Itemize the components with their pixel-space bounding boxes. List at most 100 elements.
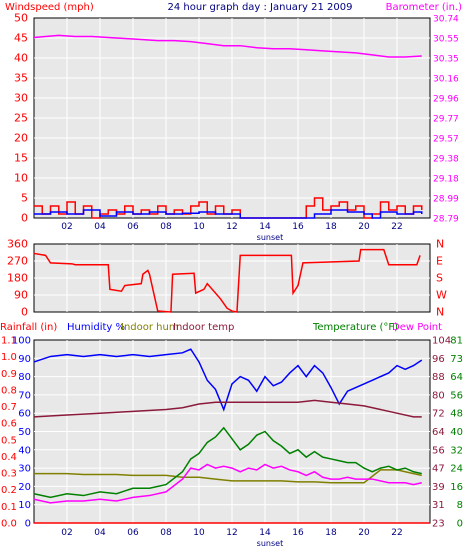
humidity-y-tick-label: 80 <box>18 372 31 383</box>
outdoor-temp-y-tick-label: 32 <box>450 445 463 456</box>
legend-label: Dew Point <box>392 322 442 333</box>
baro-y-tick-label: 29.18 <box>433 175 459 185</box>
rain-x-tick-label: 22 <box>391 528 402 538</box>
direction-compass-label: W <box>436 289 447 302</box>
rain-y-tick-label: 0.4 <box>1 452 17 463</box>
rain-y-tick-label: 0.9 <box>1 369 17 380</box>
baro-y-tick-label: 30.74 <box>433 15 459 25</box>
baro-y-tick-label: 28.99 <box>433 195 459 205</box>
rain-x-tick-label: 16 <box>292 528 304 538</box>
wind-x-tick-label: 16 <box>292 222 304 232</box>
sunset-label: sunset <box>257 233 284 242</box>
rain-x-tick-label: 06 <box>127 528 139 538</box>
graph-title: 24 hour graph day : January 21 2009 <box>168 2 353 13</box>
direction-y-tick-label: 360 <box>7 238 28 251</box>
series-magenta <box>33 463 422 504</box>
baro-y-tick-label: 30.16 <box>433 75 459 85</box>
outdoor-temp-y-tick-label: 16 <box>450 482 463 493</box>
rain-y-tick-label: 0.0 <box>1 519 17 530</box>
direction-y-tick-label: 0 <box>21 306 28 319</box>
wind-series-red <box>34 197 423 219</box>
indoor-temp-y-tick-label: 104 <box>432 336 451 347</box>
rain-x-tick-label: 10 <box>193 528 205 538</box>
rain-y-tick-label: 0.5 <box>1 435 17 446</box>
direction-y-tick-label: 90 <box>14 289 28 302</box>
baro-y-tick-label: 29.38 <box>433 155 459 165</box>
wind-series-blue <box>34 209 423 219</box>
rain-y-tick-label: 0.3 <box>1 469 17 480</box>
series-green <box>33 426 422 499</box>
direction-series <box>33 248 421 313</box>
humidity-y-tick-label: 70 <box>18 390 31 401</box>
outdoor-temp-y-tick-label: 24 <box>450 464 463 475</box>
humidity-y-tick-label: 20 <box>18 482 31 493</box>
outdoor-temp-y-tick-label: 64 <box>450 372 463 383</box>
indoor-temp-y-tick-label: 39 <box>432 482 445 493</box>
outdoor-temp-y-tick-label: 73 <box>450 354 463 365</box>
outdoor-temp-y-tick-label: 56 <box>450 390 463 401</box>
wind-x-tick-label: 06 <box>127 222 139 232</box>
rain-y-tick-label: 0.8 <box>1 385 17 396</box>
direction-compass-label: N <box>436 306 444 319</box>
baro-y-tick-label: 29.77 <box>433 115 459 125</box>
rain-y-tick-label: 0.2 <box>1 485 17 496</box>
legend-label: Temperature (°F) <box>312 322 398 333</box>
wind-x-tick-label: 04 <box>94 222 106 232</box>
windspeed-label: Windspeed (mph) <box>5 2 94 13</box>
rain-x-tick-label: 12 <box>226 528 237 538</box>
wind-x-tick-label: 20 <box>358 222 370 232</box>
series-maroon <box>33 399 422 418</box>
legend-label: Rainfall (in) <box>0 322 57 333</box>
legend-label: Humidity % <box>67 322 125 333</box>
series-blue <box>33 348 423 412</box>
baro-y-tick-label: 29.57 <box>433 135 459 145</box>
rain-x-tick-label: 08 <box>160 528 172 538</box>
rain-x-tick-label: 20 <box>358 528 370 538</box>
indoor-temp-y-tick-label: 64 <box>432 427 445 438</box>
outdoor-temp-y-tick-label: 81 <box>450 336 463 347</box>
indoor-temp-y-tick-label: 72 <box>432 409 445 420</box>
series-olive <box>34 469 422 484</box>
humidity-y-tick-label: 90 <box>18 354 31 365</box>
humidity-y-tick-label: 100 <box>12 336 31 347</box>
wind-baro-panel: 0 5 10 15 20 25 30 35 40 45 50 28.79 28.99 29.18 29.38… <box>14 12 459 243</box>
rain-y-tick-label: 0.1 <box>1 502 17 513</box>
barometer-label: Barometer (in.) <box>386 2 462 13</box>
wind-y-tick-label: 0 <box>21 212 28 225</box>
outdoor-temp-y-tick-label: 8 <box>457 500 463 511</box>
rain-x-tick-label: 14 <box>259 528 271 538</box>
indoor-temp-y-tick-label: 23 <box>432 519 445 530</box>
wind-x-tick-label: 14 <box>259 222 271 232</box>
wind-y-tick-label: 10 <box>14 172 28 185</box>
direction-compass-label: N <box>436 238 444 251</box>
wind-x-tick-label: 12 <box>226 222 237 232</box>
rain-y-tick-label: 0.7 <box>1 402 17 413</box>
baro-y-tick-label: 30.35 <box>433 55 459 65</box>
rain-y-tick-label: 1.0 <box>1 352 17 363</box>
humidity-y-tick-label: 30 <box>18 464 31 475</box>
wind-y-tick-label: 30 <box>14 92 28 105</box>
outdoor-temp-y-tick-label: 40 <box>450 427 463 438</box>
humidity-y-tick-label: 10 <box>18 500 31 511</box>
rain-humidity-temp-panel: Rainfall (in) Humidity %Indoor humIndoor … <box>0 322 463 548</box>
humidity-y-tick-label: 40 <box>18 445 31 456</box>
indoor-temp-y-tick-label: 88 <box>432 372 445 383</box>
humidity-y-tick-label: 0 <box>25 519 31 530</box>
wind-x-tick-label: 08 <box>160 222 172 232</box>
baro-y-tick-label: 28.79 <box>433 215 459 225</box>
sunset-label-bottom: sunset <box>257 539 284 548</box>
wind-x-tick-label: 10 <box>193 222 205 232</box>
wind-y-tick-label: 15 <box>14 152 28 165</box>
rain-x-tick-label: 18 <box>325 528 337 538</box>
direction-y-tick-label: 270 <box>7 255 28 268</box>
indoor-temp-y-tick-label: 56 <box>432 445 445 456</box>
wind-x-tick-label: 02 <box>61 222 72 232</box>
direction-compass-label: S <box>436 272 443 285</box>
legend-label: Indoor temp <box>173 322 234 333</box>
wind-x-tick-label: 18 <box>325 222 337 232</box>
rain-x-tick-label: 02 <box>61 528 72 538</box>
indoor-temp-y-tick-label: 80 <box>432 390 445 401</box>
wind-y-tick-label: 45 <box>14 32 28 45</box>
